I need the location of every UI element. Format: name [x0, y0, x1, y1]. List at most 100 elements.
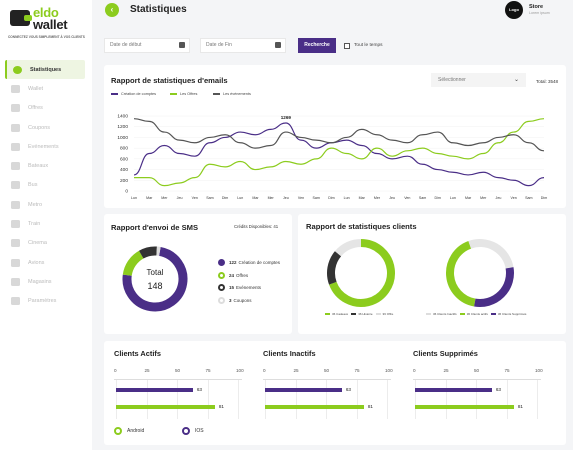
donut-slice-histoire — [327, 251, 342, 285]
cinema-icon — [11, 239, 20, 248]
y-tick-label: 600 — [120, 156, 128, 162]
sidebar: eldo wallet CONNECTEZ VOUS SIMPLEMENT À … — [0, 0, 92, 450]
peak-annotation: 1269 — [281, 115, 292, 120]
bar-gridline — [146, 379, 148, 419]
sidebar-item-bateaux[interactable]: Bateaux — [5, 156, 85, 175]
sidebar-item-label: Paramètres — [28, 298, 57, 305]
android-legend-swatch — [114, 427, 122, 435]
store-subtitle: Lorem ipsum — [529, 11, 550, 15]
bar-ios — [415, 388, 492, 392]
email-line-chart: 0 200 400 600 800 1000 1200 1400 Lun Mar Mer Jeu Ven… — [117, 114, 547, 201]
sidebar-item-metro[interactable]: Metro — [5, 195, 85, 214]
sidebar-item-wallet[interactable]: Wallet — [5, 79, 85, 98]
bar-gridline — [445, 379, 447, 419]
bar-axis-tick: 100 — [236, 368, 244, 373]
plane-icon — [11, 258, 20, 267]
sidebar-item-label: Statistiques — [30, 66, 62, 73]
sms-legend-count: 122 — [229, 260, 237, 265]
x-tick-label: Mar — [252, 196, 259, 200]
bar-gridline — [415, 379, 416, 419]
wallet-icon — [11, 84, 20, 93]
sidebar-item-magasins[interactable]: Magasins — [5, 272, 85, 291]
x-tick-label: Jeu — [496, 196, 502, 200]
bar-axis — [263, 379, 391, 380]
offer-icon — [11, 104, 20, 113]
gear-icon — [11, 297, 20, 306]
calendar-icon[interactable] — [275, 42, 281, 48]
bar-value-label: 81 — [367, 404, 373, 409]
end-date-placeholder: Date de Fin — [206, 42, 232, 48]
bar-ios — [265, 388, 342, 392]
page-title: Statistiques — [130, 4, 187, 15]
bar-gridline — [356, 379, 358, 419]
clients-bars-card: Clients Actifs 0 25 50 75 100 63 81 Clients Inac… — [104, 341, 566, 445]
sidebar-item-train[interactable]: Train — [5, 214, 85, 233]
bar-gridline — [116, 379, 117, 419]
mini-legend-swatch — [325, 313, 330, 315]
sidebar-item-avions[interactable]: Avions — [5, 253, 85, 272]
legend-offres: Les Offres — [170, 92, 197, 96]
mini-legend-label: 36 Cadeaux — [332, 312, 349, 316]
series-line-2 — [133, 118, 545, 152]
x-tick-label: Dim — [222, 196, 228, 200]
logo-word-eldo: eldo — [33, 5, 59, 20]
sms-legend-item: 3 Coupons — [218, 296, 298, 304]
logo-word-wallet: wallet — [33, 17, 68, 32]
store-name[interactable]: Store — [529, 4, 544, 10]
email-total: Total: 3548 — [536, 79, 559, 84]
sidebar-item-label: Avions — [28, 259, 45, 266]
end-date-input[interactable]: Date de Fin — [200, 38, 286, 53]
sidebar-item-parametres[interactable]: Paramètres — [5, 292, 85, 311]
sms-total-label: Total — [146, 268, 164, 277]
ios-legend-swatch — [182, 427, 190, 435]
sidebar-item-cinema[interactable]: Cinema — [5, 234, 85, 253]
sidebar-item-label: Train — [28, 221, 41, 228]
sidebar-item-coupons[interactable]: Coupons — [5, 118, 85, 137]
calendar-icon[interactable] — [179, 42, 185, 48]
sms-legend-label: Offres — [236, 272, 249, 278]
clients-donut-charts — [327, 239, 514, 307]
sms-credits: Crédits Disponibles: 41 — [234, 224, 279, 229]
mini-legend-label: 36 Clients actifs — [466, 312, 488, 316]
bar-gridline — [265, 379, 266, 419]
y-tick-label: 200 — [120, 178, 128, 184]
start-date-placeholder: Date de début — [110, 42, 142, 48]
bar-gridline — [295, 379, 297, 419]
search-button[interactable]: Recherche — [298, 38, 336, 53]
bar-axis-tick: 25 — [293, 368, 299, 373]
mini-legend-label: 36 Histoire — [358, 312, 373, 316]
mini-legend: 36 Cadeaux 36 Histoire 36 Offre — [322, 312, 393, 316]
period-select[interactable]: Sélectionner ⌄ — [431, 73, 526, 87]
sms-legend-swatch — [218, 271, 225, 279]
legend-swatch — [170, 92, 177, 96]
bar-gridline — [238, 379, 239, 419]
start-date-input[interactable]: Date de début — [104, 38, 190, 53]
mini-legend-swatch — [375, 313, 381, 315]
bar-group-title: Clients Inactifs — [263, 349, 316, 358]
sidebar-item-offres[interactable]: Offres — [5, 99, 85, 118]
x-tick-label: Mer — [268, 196, 275, 200]
sidebar-item-statistiques[interactable]: Statistiques — [5, 60, 85, 80]
legend-label: IOS — [195, 428, 204, 434]
sidebar-item-bus[interactable]: Bus — [5, 176, 85, 195]
sms-donut-chart — [122, 246, 188, 312]
bar-axis-tick: 25 — [443, 368, 449, 373]
all-time-checkbox[interactable] — [344, 43, 350, 49]
sidebar-item-label: Wallet — [28, 85, 44, 92]
x-tick-label: Sam — [525, 196, 532, 200]
x-tick-label: Mer — [480, 196, 487, 200]
clients-title: Rapport de statistiques clients — [306, 222, 417, 231]
bar-gridline — [506, 379, 508, 419]
x-tick-label: Mar — [146, 196, 153, 200]
sms-legend-swatch — [218, 284, 225, 291]
donut-slice-supprimes — [474, 267, 514, 307]
sidebar-item-label: Metro — [28, 201, 43, 208]
eldo-wallet-logo[interactable]: eldo wallet CONNECTEZ VOUS SIMPLEMENT À … — [8, 6, 88, 40]
back-button[interactable]: ‹ — [105, 3, 119, 17]
store-logo[interactable]: Logo — [505, 1, 523, 19]
bar-group-title: Clients Actifs — [114, 349, 161, 358]
bar-gridline — [537, 379, 538, 419]
bar-axis-tick: 0 — [263, 368, 266, 373]
sidebar-item-label: Offres — [28, 105, 43, 112]
sidebar-item-evenements[interactable]: Evénements — [5, 137, 85, 156]
